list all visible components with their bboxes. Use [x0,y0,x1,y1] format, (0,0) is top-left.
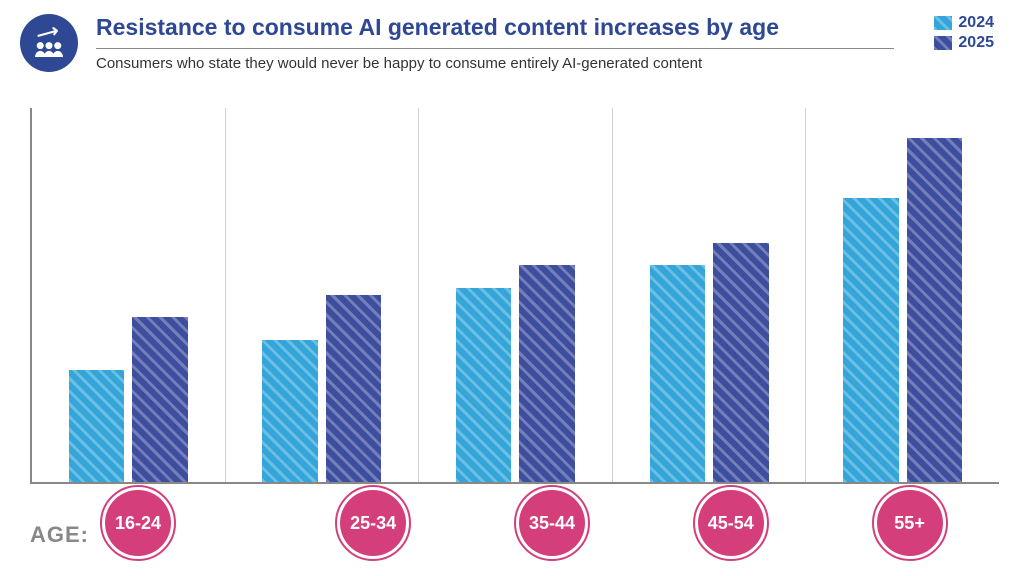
axis-item: 45-54 [641,514,820,556]
bar-pair: 38%46% [826,108,980,482]
bar: 26% [456,288,511,482]
age-badge: 25-34 [340,490,406,556]
axis-item: 35-44 [463,514,642,556]
legend-swatch [934,36,952,50]
bar-pair: 19%25% [245,108,399,482]
age-badge: 45-54 [698,490,764,556]
axis-item: 55+ [820,514,999,556]
age-badge: 16-24 [105,490,171,556]
bar: 19% [262,340,317,482]
axis-items: 16-2425-3435-4445-5455+ [99,494,999,576]
bar-group: 29%32% [612,108,806,482]
axis-item: 16-24 [99,514,284,556]
axis-item: 25-34 [284,514,463,556]
bar-pair: 15%22% [51,108,205,482]
legend-label: 2025 [958,34,994,52]
bar: 15% [69,370,124,482]
legend: 2024 2025 [934,14,994,54]
age-badge: 55+ [877,490,943,556]
bar-groups: 15%22%19%25%26%29%29%32%38%46% [32,108,999,482]
bar-group: 15%22% [32,108,225,482]
bar: 25% [326,295,381,482]
chart-subtitle: Consumers who state they would never be … [96,55,894,72]
bar: 46% [907,138,962,482]
bar: 22% [132,317,187,482]
bar-group: 26%29% [418,108,612,482]
x-axis: AGE: 16-2425-3435-4445-5455+ [30,494,999,576]
bar-pair: 26%29% [438,108,592,482]
legend-item: 2025 [934,34,994,52]
chart-title: Resistance to consume AI generated conte… [96,14,894,49]
axis-label: AGE: [30,522,99,548]
bar-chart: 15%22%19%25%26%29%29%32%38%46% [30,108,999,484]
bar: 38% [843,198,898,482]
header: Resistance to consume AI generated conte… [0,0,1024,78]
legend-item: 2024 [934,14,994,32]
bar-group: 19%25% [225,108,419,482]
bar: 32% [713,243,768,482]
bar: 29% [650,265,705,482]
legend-label: 2024 [958,14,994,32]
bar: 29% [519,265,574,482]
bar-pair: 29%32% [632,108,786,482]
title-block: Resistance to consume AI generated conte… [96,14,1004,72]
people-trend-icon [20,14,78,72]
age-badge: 35-44 [519,490,585,556]
legend-swatch [934,16,952,30]
bar-group: 38%46% [805,108,999,482]
